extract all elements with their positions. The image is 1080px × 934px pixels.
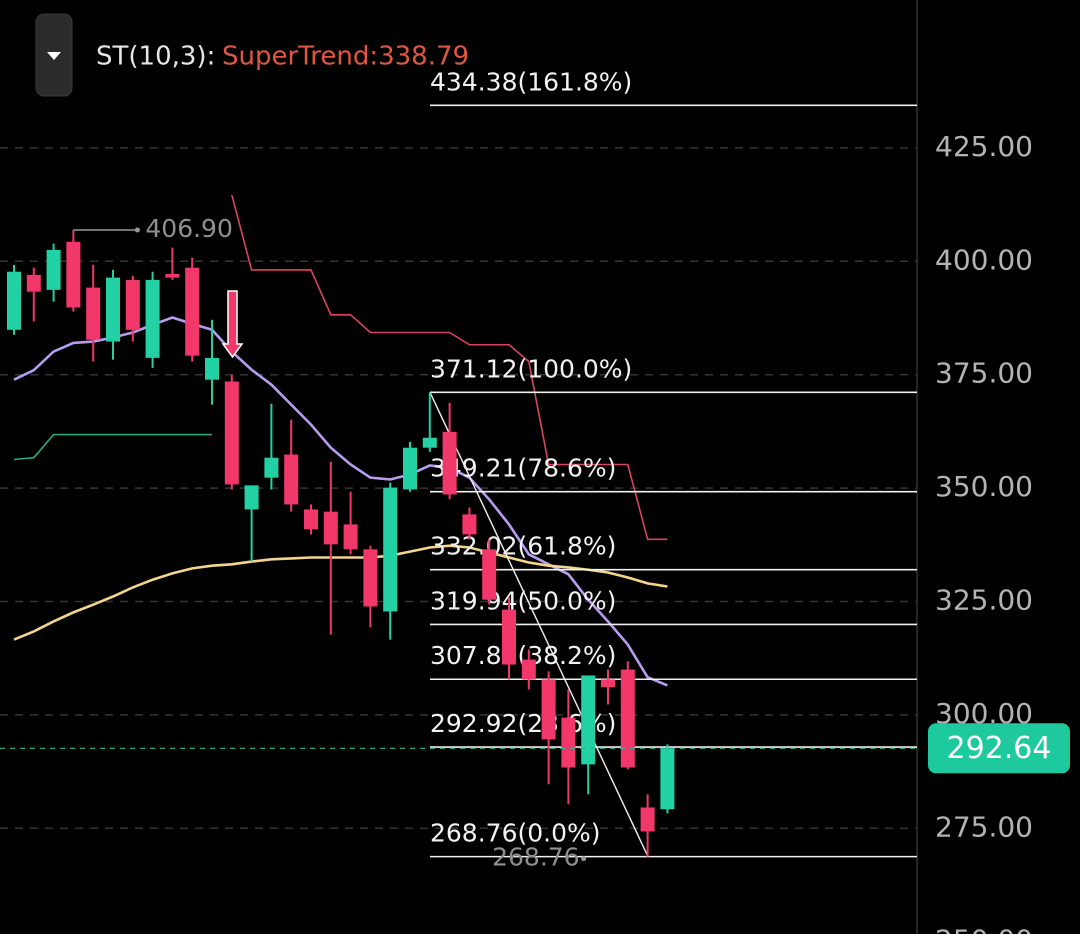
candle-body xyxy=(383,487,398,612)
low-marker-dot xyxy=(581,856,587,862)
candle-body xyxy=(403,447,417,490)
y-tick-label: 375.00 xyxy=(935,357,1033,390)
low-label: 268.76 xyxy=(492,843,579,872)
indicator-value: SuperTrend:338.79 xyxy=(222,42,469,72)
candle-body xyxy=(581,675,596,765)
candle-body xyxy=(244,485,259,510)
candle-body xyxy=(462,514,477,535)
high-label: 406.90 xyxy=(145,214,232,243)
moving-average-line xyxy=(13,544,668,641)
y-tick-label: 275.00 xyxy=(935,810,1033,843)
candle-body xyxy=(264,457,279,478)
fib-trend-line xyxy=(429,391,649,857)
grid xyxy=(0,147,917,830)
candle-body xyxy=(304,509,318,530)
candle-body xyxy=(323,511,338,545)
high-marker-dot xyxy=(134,227,140,233)
y-tick-label: 250.00 xyxy=(935,924,1033,934)
supertrend-line xyxy=(231,194,668,541)
fib-level-label: 349.21(78.6%) xyxy=(430,454,616,483)
candle-body xyxy=(224,381,239,485)
fib-level-label: 371.12(100.0%) xyxy=(430,354,632,383)
candle-body xyxy=(46,249,61,290)
last-price-tag xyxy=(928,723,1070,774)
candle-body xyxy=(106,277,120,342)
fib-level-label: 332.02(61.8%) xyxy=(430,532,616,561)
candle-body xyxy=(502,609,516,665)
candle-body xyxy=(86,287,101,340)
candle-body xyxy=(521,659,536,680)
candle-body xyxy=(343,524,358,550)
fib-level-label: 268.76(0.0%) xyxy=(430,819,601,848)
candle-body xyxy=(482,549,497,600)
candle-body xyxy=(442,431,457,495)
candle-body xyxy=(7,271,21,330)
candle-body xyxy=(66,241,81,308)
y-tick-label: 425.00 xyxy=(935,130,1033,163)
candle-body xyxy=(185,267,200,356)
candle-body xyxy=(660,748,675,810)
candle-body xyxy=(363,549,378,607)
candle-body xyxy=(284,454,299,505)
candle-body xyxy=(561,717,576,768)
candle-body xyxy=(125,279,140,330)
candle-body xyxy=(165,273,180,278)
candle-body xyxy=(640,807,655,832)
candle-body xyxy=(26,274,41,292)
last-price-label: 292.64 xyxy=(947,731,1052,766)
y-tick-label: 350.00 xyxy=(935,470,1033,503)
signal-arrow xyxy=(221,290,244,359)
fib-level-label: 434.38(161.8%) xyxy=(430,67,632,96)
candle-body xyxy=(422,437,437,448)
y-tick-label: 400.00 xyxy=(935,243,1033,276)
candle-body xyxy=(145,279,160,358)
supertrend-line xyxy=(13,433,212,461)
candle-body xyxy=(620,669,635,768)
indicator-name: ST(10,3): xyxy=(96,42,215,72)
y-tick-label: 325.00 xyxy=(935,583,1033,616)
candle-body xyxy=(541,679,556,740)
candle-body xyxy=(601,679,615,688)
plot: 250.00275.00300.00325.00350.00375.00400.… xyxy=(0,67,1070,934)
dropdown-icon xyxy=(47,52,61,60)
candle-body xyxy=(205,357,219,380)
